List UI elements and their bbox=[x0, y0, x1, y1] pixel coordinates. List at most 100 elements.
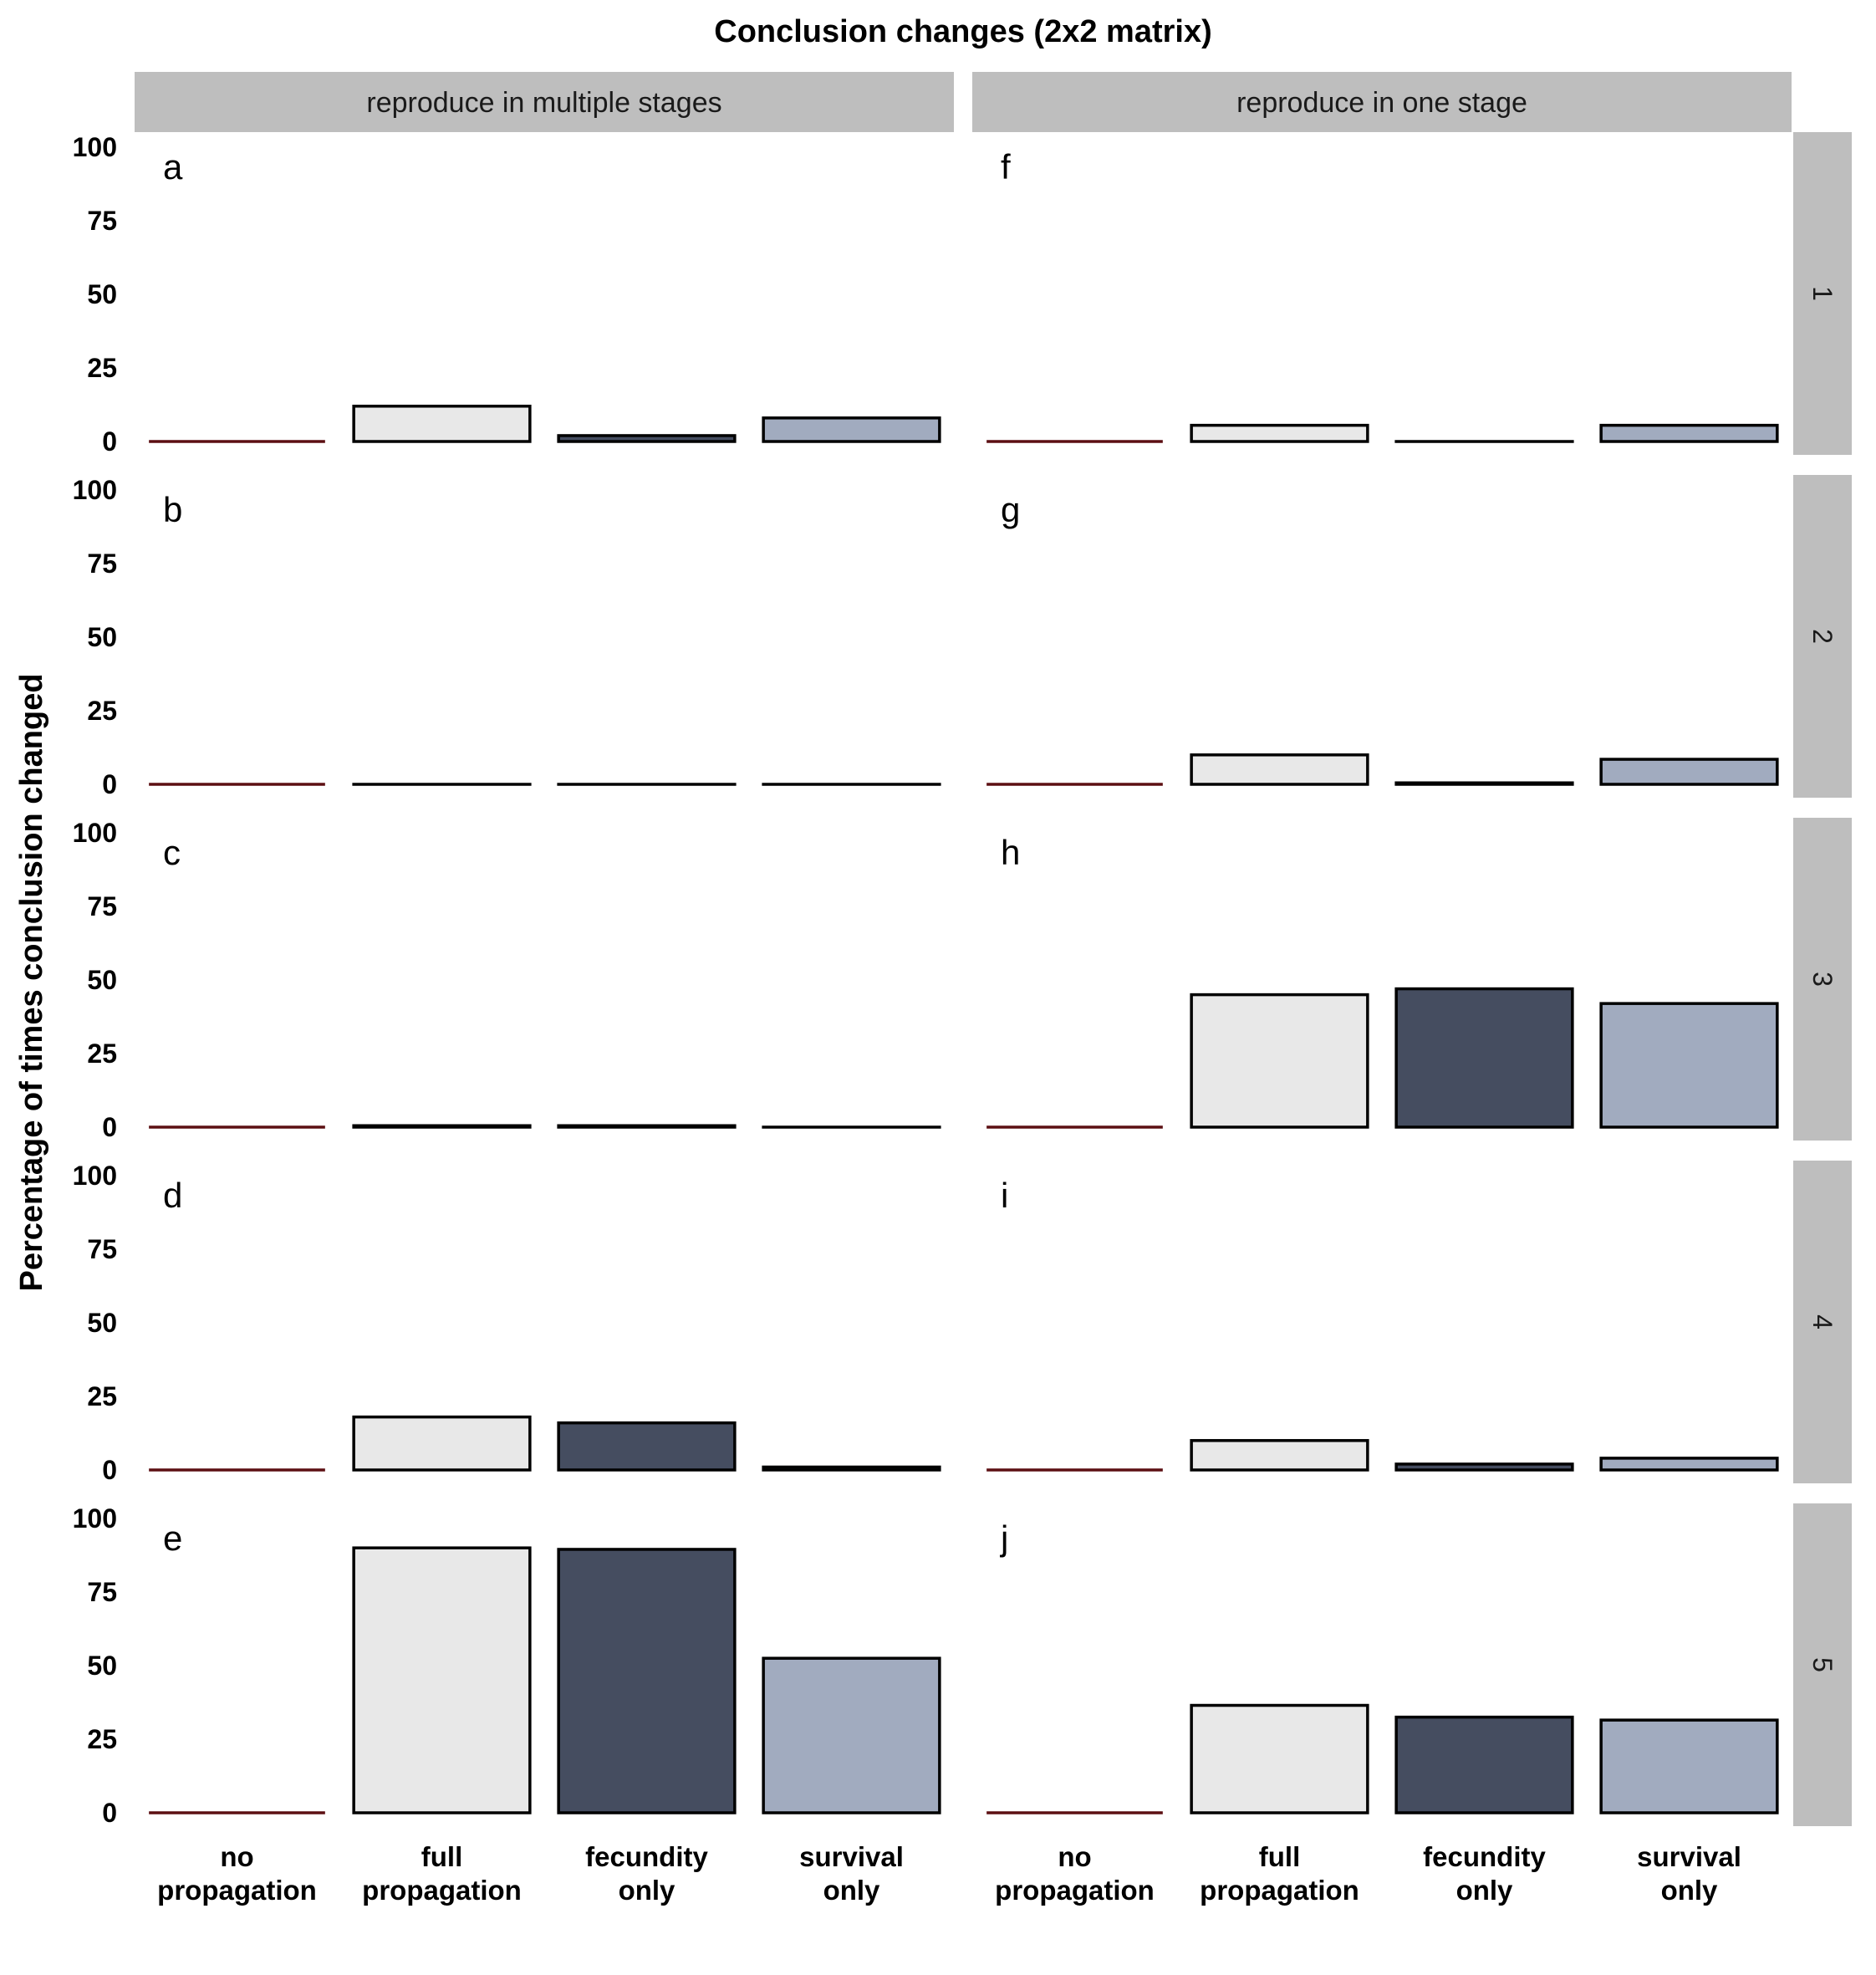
x-tick-label-line1: no bbox=[220, 1841, 253, 1872]
y-tick-label: 50 bbox=[87, 279, 117, 309]
y-axis-tick-labels: 0 25 50 75 100 0 25 50 75 100 0 25 50 75 100 0 25 50 75 100… bbox=[73, 132, 117, 1828]
y-tick-label: 0 bbox=[102, 769, 117, 799]
bar-full-propagation bbox=[352, 1124, 532, 1129]
panel-c: c bbox=[149, 833, 941, 1129]
bar-survival-only bbox=[762, 1656, 941, 1814]
column-strip bbox=[972, 72, 1792, 132]
panel-letter: h bbox=[1001, 833, 1020, 872]
bar-full-propagation bbox=[1190, 753, 1369, 786]
x-tick-label-line2: only bbox=[619, 1875, 675, 1906]
y-tick-label: 50 bbox=[87, 965, 117, 995]
x-tick-label-line1: survival bbox=[799, 1841, 904, 1872]
x-tick-label-line2: only bbox=[1456, 1875, 1513, 1906]
row-strip bbox=[1793, 1503, 1852, 1826]
panel-f: f bbox=[986, 147, 1779, 443]
column-strip-label: reproduce in one stage bbox=[1236, 87, 1527, 119]
y-tick-label: 50 bbox=[87, 622, 117, 652]
panel-j: j bbox=[986, 1518, 1779, 1814]
bar-fecundity-only bbox=[557, 434, 737, 443]
panel-letter: b bbox=[163, 490, 182, 529]
panel-d: d bbox=[149, 1176, 941, 1472]
x-tick-label-line1: fecundity bbox=[1423, 1841, 1546, 1872]
bar-fecundity-only bbox=[557, 1548, 737, 1814]
x-tick-label-line2: only bbox=[1661, 1875, 1718, 1906]
column-strip bbox=[135, 72, 954, 132]
panel-letter: e bbox=[163, 1518, 182, 1558]
bar-survival-only bbox=[1599, 423, 1779, 443]
row-strip-label: 4 bbox=[1807, 1314, 1838, 1329]
y-tick-label: 100 bbox=[73, 1503, 117, 1534]
chart-title: Conclusion changes (2x2 matrix) bbox=[714, 14, 1212, 49]
bar-fecundity-only bbox=[557, 1421, 737, 1472]
x-tick-label-line1: survival bbox=[1637, 1841, 1741, 1872]
panel-letter: g bbox=[1001, 490, 1020, 529]
y-tick-label: 75 bbox=[87, 549, 117, 579]
y-tick-label: 0 bbox=[102, 1455, 117, 1485]
x-tick-label-line2: only bbox=[823, 1875, 880, 1906]
row-strip bbox=[1793, 1161, 1852, 1483]
x-axis-tick-labels: nopropagationfullpropagationfecundityonl… bbox=[157, 1841, 1741, 1906]
y-axis-label: Percentage of times conclusion changed bbox=[14, 673, 49, 1291]
bar-full-propagation bbox=[352, 1415, 532, 1472]
bar-full-propagation bbox=[1190, 993, 1369, 1129]
y-tick-label: 0 bbox=[102, 1112, 117, 1142]
panel-letter: a bbox=[163, 147, 183, 186]
panel-b: b bbox=[149, 490, 941, 786]
y-tick-label: 75 bbox=[87, 891, 117, 921]
bar-full-propagation bbox=[1190, 1703, 1369, 1814]
bar-fecundity-only bbox=[1394, 1715, 1574, 1814]
row-strip bbox=[1793, 475, 1852, 798]
x-tick-label-line2: propagation bbox=[362, 1875, 522, 1906]
bar-survival-only bbox=[1599, 1457, 1779, 1472]
row-strip bbox=[1793, 132, 1852, 455]
x-tick-label-line1: full bbox=[421, 1841, 462, 1872]
bar-fecundity-only bbox=[1394, 1462, 1574, 1472]
row-strip-label: 3 bbox=[1807, 972, 1838, 987]
panel-letter: i bbox=[1001, 1176, 1008, 1215]
panel-letter: c bbox=[163, 833, 181, 872]
y-tick-label: 100 bbox=[73, 818, 117, 848]
panel-letter: j bbox=[999, 1518, 1008, 1558]
bar-full-propagation bbox=[1190, 1439, 1369, 1472]
bar-fecundity-only bbox=[557, 1124, 737, 1129]
bar-survival-only bbox=[762, 416, 941, 443]
y-tick-label: 0 bbox=[102, 1798, 117, 1828]
bar-survival-only bbox=[1599, 758, 1779, 786]
bar-full-propagation bbox=[352, 405, 532, 443]
y-tick-label: 100 bbox=[73, 1161, 117, 1191]
x-tick-label-line1: full bbox=[1259, 1841, 1300, 1872]
bar-full-propagation bbox=[1190, 423, 1369, 443]
y-tick-label: 50 bbox=[87, 1308, 117, 1338]
y-tick-label: 25 bbox=[87, 1724, 117, 1754]
row-strips: 1 2 3 4 5 bbox=[1793, 132, 1852, 1826]
bar-fecundity-only bbox=[1394, 781, 1574, 786]
y-tick-label: 0 bbox=[102, 426, 117, 457]
y-tick-label: 75 bbox=[87, 206, 117, 236]
panel-g: g bbox=[986, 490, 1779, 786]
x-tick-label-line2: propagation bbox=[1200, 1875, 1359, 1906]
bar-full-propagation bbox=[352, 1546, 532, 1814]
y-tick-label: 100 bbox=[73, 475, 117, 505]
panels: 0 25 50 75 100 0 25 50 75 100 0 25 50 75 100 0 25 50 75 100… bbox=[73, 132, 1779, 1828]
y-axis-label-group: Percentage of times conclusion changed bbox=[14, 673, 49, 1291]
row-strip-label: 1 bbox=[1807, 286, 1838, 301]
y-tick-label: 75 bbox=[87, 1234, 117, 1264]
panel-letter: f bbox=[1001, 147, 1011, 186]
panel-e: e bbox=[149, 1518, 941, 1814]
y-tick-label: 75 bbox=[87, 1577, 117, 1607]
x-tick-label-line2: propagation bbox=[995, 1875, 1155, 1906]
x-tick-label-line2: propagation bbox=[157, 1875, 317, 1906]
panel-i: i bbox=[986, 1176, 1779, 1472]
y-tick-label: 25 bbox=[87, 353, 117, 383]
row-strip bbox=[1793, 818, 1852, 1141]
x-tick-label-line1: no bbox=[1058, 1841, 1091, 1872]
row-strip-label: 5 bbox=[1807, 1657, 1838, 1672]
row-strip-label: 2 bbox=[1807, 629, 1838, 644]
y-tick-label: 25 bbox=[87, 696, 117, 726]
panel-letter: d bbox=[163, 1176, 182, 1215]
column-strips: reproduce in multiple stages reproduce in… bbox=[135, 72, 1792, 132]
bar-survival-only bbox=[762, 1465, 941, 1472]
bar-survival-only bbox=[1599, 1002, 1779, 1129]
x-tick-label-line1: fecundity bbox=[585, 1841, 708, 1872]
